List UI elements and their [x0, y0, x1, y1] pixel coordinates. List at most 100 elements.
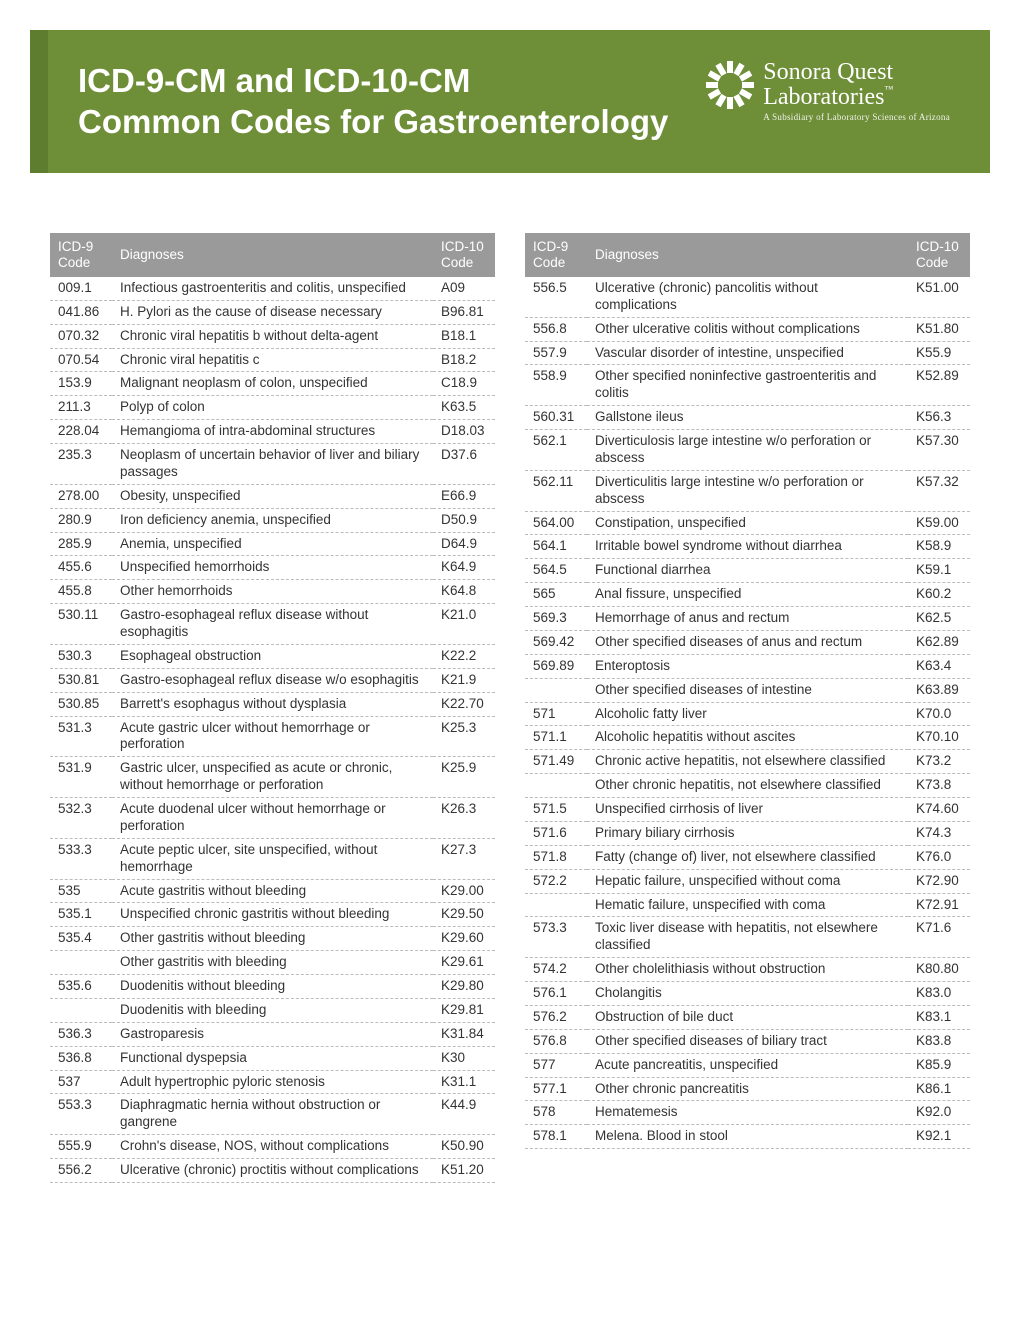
title-line-1: ICD-9-CM and ICD-10-CM: [78, 62, 470, 99]
cell-diagnosis: Hemangioma of intra-abdominal structures: [112, 420, 433, 444]
logo-name-1: Sonora Quest: [763, 60, 950, 85]
cell-icd10: K56.3: [908, 406, 970, 430]
table-row: 571.49Chronic active hepatitis, not else…: [525, 750, 970, 774]
cell-diagnosis: Gastric ulcer, unspecified as acute or c…: [112, 757, 433, 798]
cell-diagnosis: Diverticulosis large intestine w/o perfo…: [587, 430, 908, 471]
cell-diagnosis: Iron deficiency anemia, unspecified: [112, 508, 433, 532]
cell-diagnosis: Malignant neoplasm of colon, unspecified: [112, 372, 433, 396]
cell-diagnosis: Acute pancreatitis, unspecified: [587, 1053, 908, 1077]
cell-icd10: K71.6: [908, 917, 970, 958]
cell-icd9: 455.6: [50, 556, 112, 580]
cell-diagnosis: Fatty (change of) liver, not elsewhere c…: [587, 845, 908, 869]
table-row: 536.3GastroparesisK31.84: [50, 1022, 495, 1046]
cell-diagnosis: Diaphragmatic hernia without obstruction…: [112, 1094, 433, 1135]
cell-diagnosis: Unspecified hemorrhoids: [112, 556, 433, 580]
cell-icd10: K29.81: [433, 998, 495, 1022]
cell-diagnosis: Other chronic pancreatitis: [587, 1077, 908, 1101]
page: ICD-9-CM and ICD-10-CM Common Codes for …: [0, 0, 1020, 1213]
cell-diagnosis: Acute peptic ulcer, site unspecified, wi…: [112, 838, 433, 879]
table-row: 070.54Chronic viral hepatitis cB18.2: [50, 348, 495, 372]
cell-icd10: K74.3: [908, 821, 970, 845]
table-row: 564.5Functional diarrheaK59.1: [525, 559, 970, 583]
cell-icd10: K74.60: [908, 798, 970, 822]
cell-diagnosis: Obstruction of bile duct: [587, 1005, 908, 1029]
cell-diagnosis: Hematic failure, unspecified with coma: [587, 893, 908, 917]
table-row: 562.1Diverticulosis large intestine w/o …: [525, 430, 970, 471]
cell-diagnosis: Hematemesis: [587, 1101, 908, 1125]
cell-icd9: 560.31: [525, 406, 587, 430]
cell-icd9: 565: [525, 583, 587, 607]
cell-icd10: K31.84: [433, 1022, 495, 1046]
table-row: 530.3Esophageal obstructionK22.2: [50, 644, 495, 668]
table-row: 455.6Unspecified hemorrhoidsK64.9: [50, 556, 495, 580]
cell-icd9: 571.49: [525, 750, 587, 774]
table-row: 557.9Vascular disorder of intestine, uns…: [525, 341, 970, 365]
cell-icd9: 535.6: [50, 975, 112, 999]
cell-diagnosis: Esophageal obstruction: [112, 644, 433, 668]
cell-icd9: 577: [525, 1053, 587, 1077]
table-row: 535.4Other gastritis without bleedingK29…: [50, 927, 495, 951]
cell-icd10: K83.0: [908, 982, 970, 1006]
table-row: Hematic failure, unspecified with comaK7…: [525, 893, 970, 917]
cell-icd9: 535: [50, 879, 112, 903]
cell-icd10: K73.8: [908, 774, 970, 798]
table-row: 153.9Malignant neoplasm of colon, unspec…: [50, 372, 495, 396]
cell-icd9: 569.89: [525, 654, 587, 678]
cell-diagnosis: Irritable bowel syndrome without diarrhe…: [587, 535, 908, 559]
cell-icd9: [525, 893, 587, 917]
table-row: 455.8Other hemorrhoidsK64.8: [50, 580, 495, 604]
cell-icd10: K30: [433, 1046, 495, 1070]
cell-diagnosis: Constipation, unspecified: [587, 511, 908, 535]
cell-icd10: E66.9: [433, 484, 495, 508]
cell-icd9: 571.8: [525, 845, 587, 869]
table-row: Other chronic hepatitis, not elsewhere c…: [525, 774, 970, 798]
cell-diagnosis: Melena. Blood in stool: [587, 1125, 908, 1149]
cell-diagnosis: Acute gastritis without bleeding: [112, 879, 433, 903]
cell-diagnosis: Gallstone ileus: [587, 406, 908, 430]
cell-icd10: K29.61: [433, 951, 495, 975]
table-row: 532.3Acute duodenal ulcer without hemorr…: [50, 798, 495, 839]
table-row: 576.8Other specified diseases of biliary…: [525, 1029, 970, 1053]
table-row: 564.1Irritable bowel syndrome without di…: [525, 535, 970, 559]
logo-text: Sonora Quest Laboratories™ A Subsidiary …: [763, 60, 950, 122]
cell-icd9: 070.54: [50, 348, 112, 372]
table-row: 531.9Gastric ulcer, unspecified as acute…: [50, 757, 495, 798]
cell-icd9: 573.3: [525, 917, 587, 958]
cell-icd9: 577.1: [525, 1077, 587, 1101]
cell-icd10: K83.8: [908, 1029, 970, 1053]
cell-icd9: 009.1: [50, 277, 112, 300]
cell-icd9: 531.9: [50, 757, 112, 798]
cell-icd9: 564.00: [525, 511, 587, 535]
cell-icd9: 564.1: [525, 535, 587, 559]
cell-icd9: 558.9: [525, 365, 587, 406]
cell-diagnosis: Cholangitis: [587, 982, 908, 1006]
cell-diagnosis: Anal fissure, unspecified: [587, 583, 908, 607]
cell-icd9: 576.2: [525, 1005, 587, 1029]
cell-diagnosis: Hepatic failure, unspecified without com…: [587, 869, 908, 893]
cell-icd10: C18.9: [433, 372, 495, 396]
cell-diagnosis: Other gastritis with bleeding: [112, 951, 433, 975]
table-row: 574.2Other cholelithiasis without obstru…: [525, 958, 970, 982]
cell-icd10: B18.2: [433, 348, 495, 372]
cell-icd9: 530.11: [50, 604, 112, 645]
cell-icd9: 569.3: [525, 607, 587, 631]
cell-icd10: K70.10: [908, 726, 970, 750]
cell-diagnosis: Other ulcerative colitis without complic…: [587, 317, 908, 341]
cell-diagnosis: Other hemorrhoids: [112, 580, 433, 604]
cell-icd9: 571.5: [525, 798, 587, 822]
table-row: 577.1Other chronic pancreatitisK86.1: [525, 1077, 970, 1101]
col-diag: Diagnoses: [112, 233, 433, 277]
table-row: 560.31Gallstone ileusK56.3: [525, 406, 970, 430]
cell-icd9: 536.3: [50, 1022, 112, 1046]
cell-diagnosis: H. Pylori as the cause of disease necess…: [112, 300, 433, 324]
table-row: 576.2Obstruction of bile ductK83.1: [525, 1005, 970, 1029]
cell-icd10: K21.9: [433, 668, 495, 692]
cell-icd10: K50.90: [433, 1135, 495, 1159]
table-row: 573.3Toxic liver disease with hepatitis,…: [525, 917, 970, 958]
cell-diagnosis: Gastroparesis: [112, 1022, 433, 1046]
cell-icd10: D18.03: [433, 420, 495, 444]
cell-icd10: K63.89: [908, 678, 970, 702]
table-row: 576.1CholangitisK83.0: [525, 982, 970, 1006]
table-row: 569.89EnteroptosisK63.4: [525, 654, 970, 678]
cell-icd9: 455.8: [50, 580, 112, 604]
